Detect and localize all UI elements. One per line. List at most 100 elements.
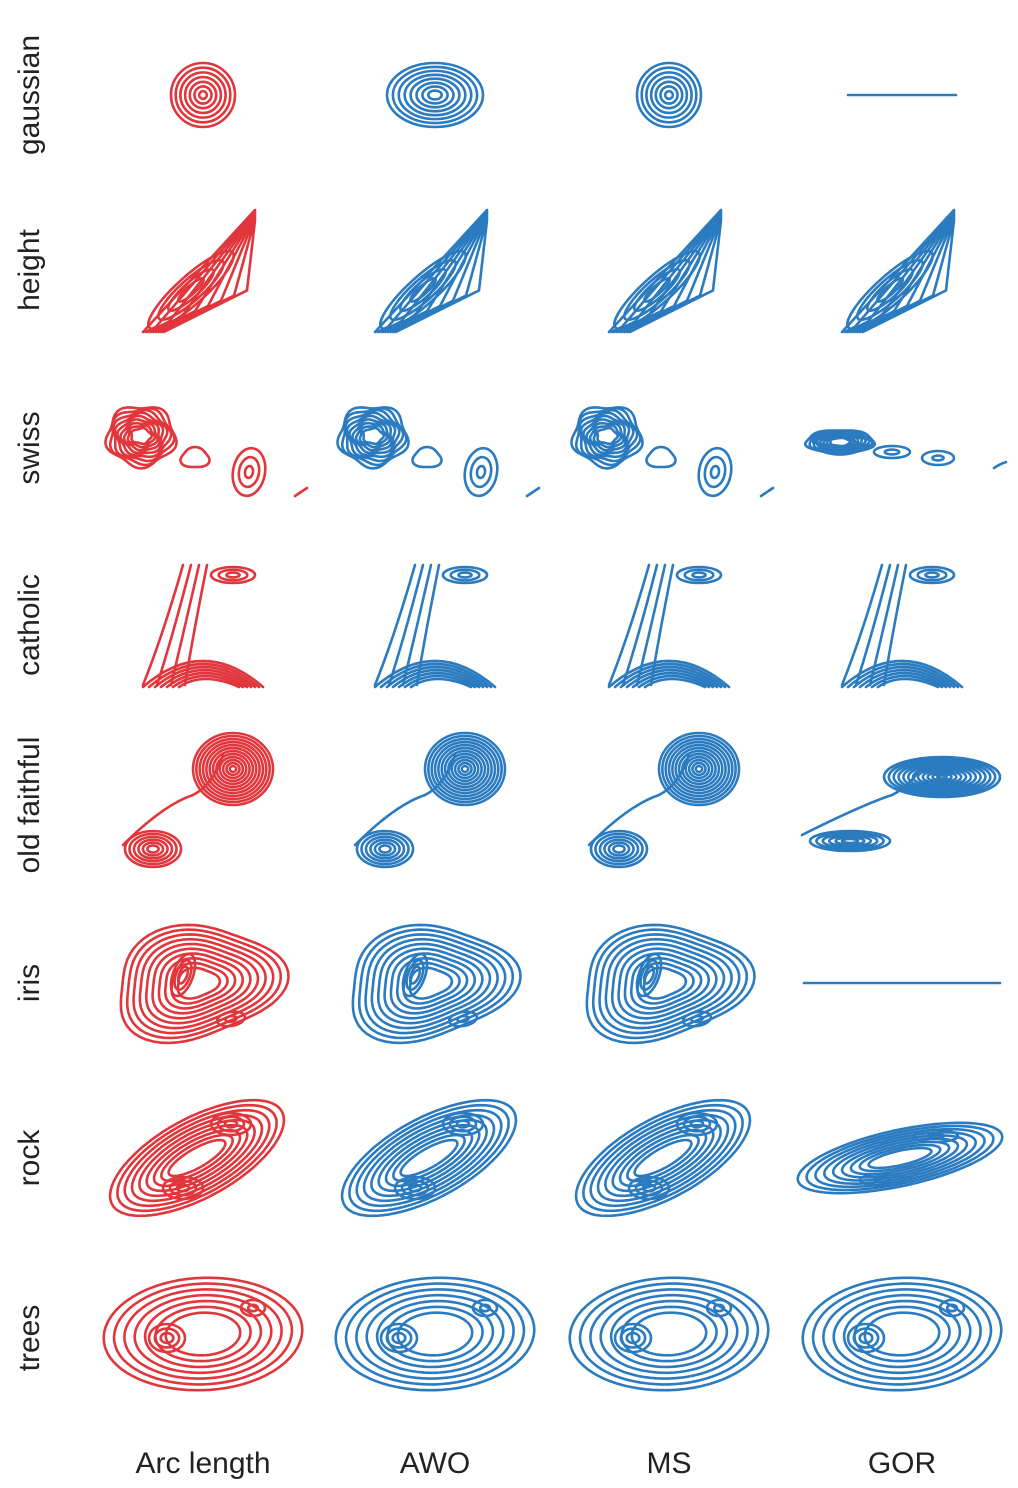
contour-line: [177, 677, 241, 689]
contour-line: [364, 933, 507, 1035]
contour-line: [132, 933, 275, 1035]
contour-line: [391, 65, 479, 125]
contour-line: [916, 767, 968, 787]
row-label-catholic: catholic: [13, 574, 46, 676]
row-label-trees: trees: [13, 1304, 46, 1372]
contour-line: [598, 933, 741, 1035]
contour-line: [228, 764, 238, 774]
contour-line: [687, 758, 711, 780]
contour-line: [128, 832, 178, 866]
contour-line: [920, 449, 956, 467]
contour-line: [846, 1322, 886, 1354]
contour-line: [393, 1175, 437, 1201]
contour-line: [173, 959, 193, 991]
contour-line: [208, 746, 258, 792]
contour-line: [403, 73, 467, 117]
contour-line: [246, 1303, 260, 1313]
contour-line: [201, 740, 265, 798]
contour-line: [811, 1282, 993, 1386]
contour-line: [198, 737, 268, 801]
contour-line: [840, 659, 964, 689]
panel-r6-c2: [574, 1098, 752, 1218]
contour-line: [113, 411, 169, 459]
contour-line: [623, 952, 710, 1015]
contour-line: [145, 1123, 249, 1193]
contour-line: [883, 448, 901, 456]
contour-line: [815, 831, 885, 851]
contour-line: [379, 1322, 419, 1354]
contour-line: [457, 761, 473, 777]
contour-line: [165, 671, 249, 689]
contour-line: [448, 1115, 478, 1133]
contour-line: [916, 568, 948, 582]
contour-line: [897, 760, 987, 794]
contour-line: [675, 1111, 719, 1137]
contour-line: [625, 668, 719, 689]
contour-line: [137, 838, 169, 860]
contour-line: [611, 1123, 715, 1193]
contour-line: [634, 1179, 664, 1197]
contour-line: [637, 674, 711, 689]
contour-line: [681, 1010, 713, 1028]
contour-line: [840, 837, 860, 845]
contour-line: [863, 1311, 941, 1357]
contour-line: [902, 762, 982, 792]
contour-line: [164, 957, 237, 1010]
contour-line: [628, 219, 723, 334]
contour-line: [183, 75, 223, 115]
row-label-old-faithful: old faithful: [13, 736, 46, 874]
contour-line: [642, 277, 672, 303]
contour-line: [659, 85, 679, 105]
contour-line: [906, 764, 978, 790]
contour-line: [447, 1010, 479, 1028]
contour-line: [179, 71, 227, 119]
panel-r1-c1: [373, 208, 489, 334]
contour-line: [156, 258, 226, 322]
contour-line: [936, 774, 948, 780]
contour-line: [455, 1119, 471, 1129]
contour-line: [399, 1138, 459, 1178]
contour-line: [456, 1014, 470, 1024]
contour-line: [133, 1293, 273, 1375]
contour-line: [407, 1183, 423, 1193]
contour-line: [216, 1115, 246, 1133]
contour-line: [926, 770, 958, 784]
contour-line: [151, 947, 252, 1020]
contour-line: [169, 61, 237, 129]
contour-line: [867, 1146, 933, 1170]
contour-line: [887, 757, 997, 797]
contour-line: [667, 740, 731, 798]
panel-r2-c0: [104, 406, 309, 498]
contour-line: [622, 258, 692, 322]
contour-line: [858, 1143, 942, 1173]
contour-line: [630, 957, 703, 1010]
contour-line: [805, 1124, 995, 1192]
contour-line: [834, 836, 866, 846]
contour-line: [215, 1010, 247, 1028]
contour-line: [225, 571, 241, 579]
contour-line: [176, 966, 222, 1000]
contour-line: [348, 1103, 510, 1213]
contour-line: [683, 568, 715, 582]
contour-line: [709, 464, 721, 480]
contour-line: [612, 844, 626, 854]
panel-r5-c2: [585, 923, 756, 1045]
panel-r6-c3: [796, 1121, 1004, 1195]
contour-line: [578, 1282, 760, 1386]
contour-line: [239, 1298, 267, 1318]
panel-r6-c0: [108, 1098, 286, 1218]
contour-line: [607, 563, 651, 687]
contour-line: [408, 966, 454, 1000]
contour-line: [613, 662, 727, 689]
contour-line: [195, 734, 271, 804]
contour-line: [618, 1128, 708, 1188]
contour-line: [293, 486, 309, 498]
contour-line: [619, 1327, 647, 1349]
contour-line: [385, 665, 489, 689]
contour-line: [674, 746, 724, 792]
contour-line: [179, 445, 211, 469]
contour-line: [589, 829, 649, 869]
panel-r4-c3: [800, 755, 1002, 853]
contour-line: [645, 445, 677, 469]
contour-line: [353, 753, 457, 847]
